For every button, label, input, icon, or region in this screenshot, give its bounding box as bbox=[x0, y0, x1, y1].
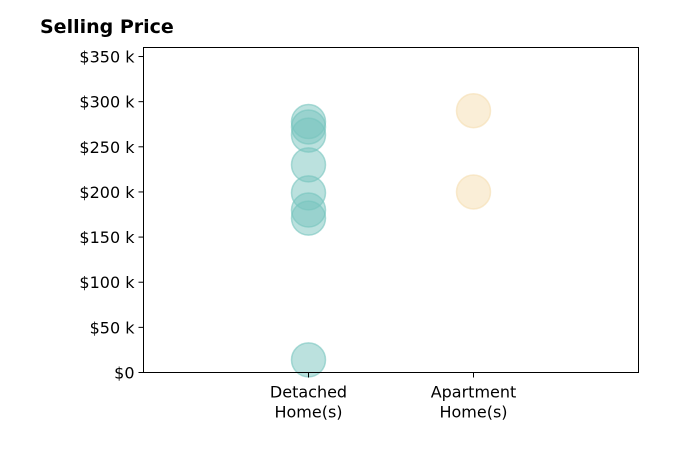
y-tick-label-5: $250 k bbox=[79, 138, 135, 157]
data-points-layer bbox=[290, 92, 492, 378]
plot-frame bbox=[143, 47, 639, 373]
chart-title: Selling Price bbox=[40, 16, 174, 38]
data-point-0-2 bbox=[290, 117, 327, 153]
x-tick-label-0: Detached Home(s) bbox=[270, 383, 347, 422]
data-point-1-0 bbox=[455, 92, 492, 129]
data-point-0-6 bbox=[290, 200, 327, 236]
y-tick-label-2: $100 k bbox=[79, 273, 135, 292]
y-tick-label-3: $150 k bbox=[79, 228, 135, 247]
x-tick-label-1: Apartment Home(s) bbox=[431, 383, 517, 422]
y-tick-label-1: $50 k bbox=[90, 318, 136, 337]
y-tick-label-0: $0 bbox=[114, 364, 134, 383]
y-tick-label-6: $300 k bbox=[79, 93, 135, 112]
y-tick-label-7: $350 k bbox=[79, 48, 135, 67]
y-axis: $0 $50 k $100 k $150 k $200 k $250 k $300 k $35… bbox=[79, 48, 144, 383]
data-point-1-1 bbox=[455, 174, 492, 210]
y-tick-label-4: $200 k bbox=[79, 183, 135, 202]
x-axis: Detached Home(s) Apartment Home(s) bbox=[270, 372, 517, 422]
data-point-0-7 bbox=[290, 342, 327, 378]
